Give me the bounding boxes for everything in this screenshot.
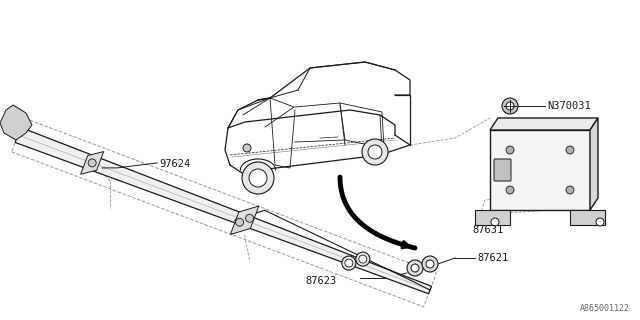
Text: 97624: 97624 [159,159,191,169]
Circle shape [426,260,434,268]
Text: 87621: 87621 [477,253,508,263]
Circle shape [242,162,274,194]
Circle shape [422,256,438,272]
Circle shape [362,139,388,165]
Circle shape [502,98,518,114]
Circle shape [88,159,96,167]
Polygon shape [490,130,590,210]
Circle shape [359,255,367,263]
Polygon shape [15,127,431,294]
Circle shape [342,256,356,270]
Polygon shape [475,210,510,225]
Circle shape [491,218,499,226]
Circle shape [236,218,244,226]
Polygon shape [570,210,605,225]
Polygon shape [81,152,104,174]
Circle shape [243,144,251,152]
Circle shape [506,186,514,194]
Circle shape [566,186,574,194]
Text: A865001122: A865001122 [580,304,630,313]
Text: 87631: 87631 [472,225,503,235]
Polygon shape [230,206,259,235]
Circle shape [246,214,253,222]
Circle shape [506,146,514,154]
Circle shape [356,252,370,266]
Polygon shape [590,118,598,210]
Text: 87623: 87623 [305,276,336,286]
Circle shape [566,146,574,154]
Text: N370031: N370031 [547,101,591,111]
Circle shape [411,264,419,272]
FancyBboxPatch shape [494,159,511,181]
Circle shape [596,218,604,226]
Polygon shape [0,105,32,140]
Circle shape [368,145,382,159]
Circle shape [407,260,423,276]
Polygon shape [490,118,598,130]
Circle shape [345,259,353,267]
Circle shape [249,169,267,187]
Circle shape [506,102,514,110]
